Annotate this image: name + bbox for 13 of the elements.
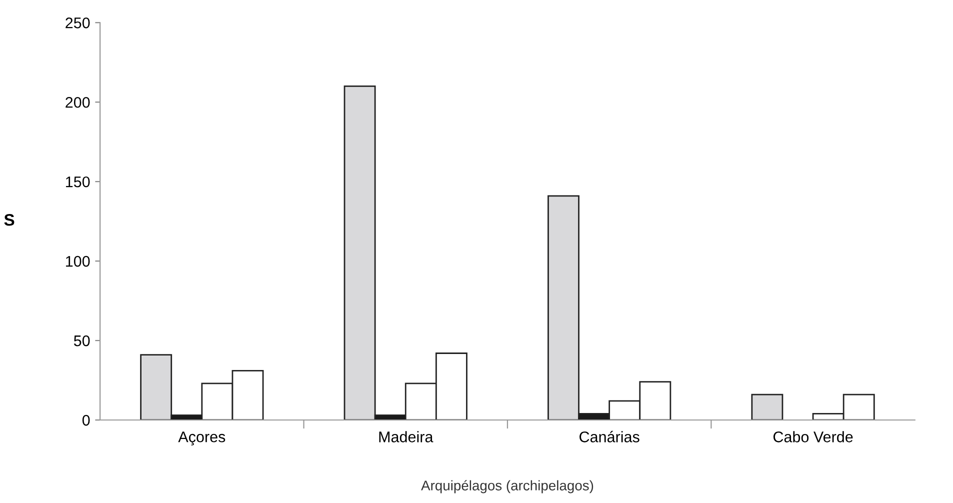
- y-tick-label: 150: [66, 176, 90, 188]
- x-tick-label: Cabo Verde: [773, 431, 853, 442]
- x-axis-title: Arquipélagos (archipelagos): [421, 480, 594, 494]
- y-axis-title: S: [4, 214, 14, 226]
- y-tick-label: 50: [74, 335, 90, 346]
- x-tick-label: Madeira: [379, 431, 434, 442]
- x-tick-label: Açores: [178, 432, 226, 446]
- y-tick-label: 100: [66, 256, 90, 267]
- y-tick-label: 0: [82, 414, 90, 426]
- x-tick-label: Canárias: [580, 430, 640, 442]
- y-tick-label: 200: [66, 96, 90, 108]
- y-tick-label: 250: [66, 18, 90, 28]
- bar: [751, 394, 784, 420]
